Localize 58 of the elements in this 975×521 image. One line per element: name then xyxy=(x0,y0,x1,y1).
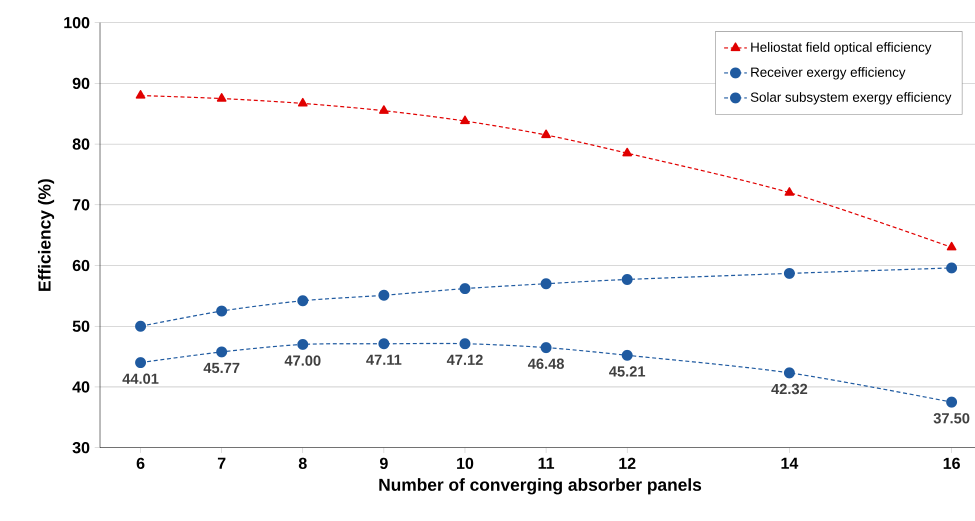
point xyxy=(622,274,633,285)
point xyxy=(378,290,390,301)
point xyxy=(784,268,795,279)
x-tick-label: 6 xyxy=(136,458,144,470)
point xyxy=(946,242,956,250)
point xyxy=(460,338,470,350)
y-tick-label: 40 xyxy=(72,381,90,393)
legend-label: Heliostat field optical efficiency xyxy=(751,42,932,55)
data-label: 44.01 xyxy=(122,374,158,384)
point xyxy=(378,338,390,350)
point xyxy=(297,295,308,306)
point xyxy=(946,262,958,274)
point xyxy=(216,93,227,102)
point xyxy=(784,367,795,378)
x-axis-title: Number of converging absorber panels xyxy=(379,478,702,494)
point xyxy=(136,90,146,99)
point xyxy=(216,346,228,358)
point xyxy=(135,357,146,368)
data-label: 37.50 xyxy=(934,413,970,424)
y-axis-title: Efficiency (%) xyxy=(38,179,54,291)
y-tick-label: 60 xyxy=(72,260,90,272)
x-tick-label: 7 xyxy=(218,458,226,469)
y-tick-label: 80 xyxy=(72,138,90,150)
point xyxy=(135,320,146,332)
x-tick-label: 12 xyxy=(619,458,636,469)
x-tick-label: 9 xyxy=(380,458,388,470)
point xyxy=(784,187,794,196)
point xyxy=(216,306,228,317)
point xyxy=(298,98,308,107)
data-label: 47.12 xyxy=(446,354,483,365)
point xyxy=(460,116,470,124)
legend-label: Receiver exergy efficiency xyxy=(751,67,906,80)
y-tick-label: 70 xyxy=(72,199,90,210)
data-label: 45.21 xyxy=(609,366,646,377)
data-label: 45.77 xyxy=(204,362,240,374)
point xyxy=(379,105,389,114)
point xyxy=(297,338,308,350)
point xyxy=(540,278,552,290)
x-tick-label: 8 xyxy=(298,458,307,470)
data-label: 47.11 xyxy=(366,354,402,365)
point xyxy=(946,396,958,408)
y-tick-label: 90 xyxy=(72,78,90,90)
point xyxy=(460,283,470,294)
data-label: 47.00 xyxy=(284,355,321,366)
x-tick-label: 16 xyxy=(944,458,960,470)
y-tick-label: 100 xyxy=(64,17,90,28)
point xyxy=(540,342,552,354)
point xyxy=(541,130,551,138)
y-tick-label: 30 xyxy=(72,442,90,454)
point xyxy=(622,350,633,361)
y-tick-label: 50 xyxy=(72,320,90,332)
x-tick-label: 14 xyxy=(782,458,798,469)
legend-label: Solar subsystem exergy efficiency xyxy=(750,92,952,105)
data-label: 46.48 xyxy=(528,358,564,369)
point xyxy=(622,148,632,156)
x-tick-label: 10 xyxy=(457,458,474,470)
data-label: 42.32 xyxy=(771,384,808,394)
x-tick-label: 11 xyxy=(538,458,554,469)
